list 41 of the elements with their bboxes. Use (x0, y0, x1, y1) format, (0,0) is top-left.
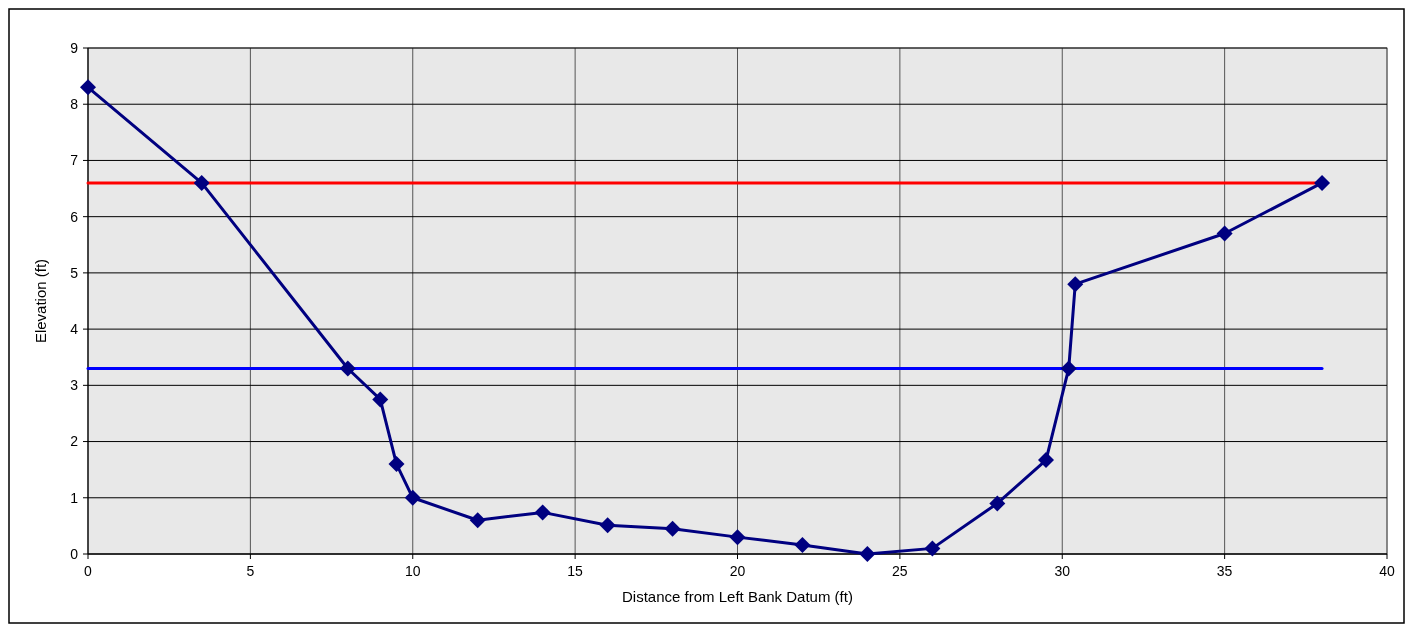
point (664, 520, 681, 537)
point (339, 360, 356, 377)
point (534, 504, 551, 521)
y-tick-label: 6 (70, 208, 79, 225)
point (1314, 174, 1331, 191)
y-tick-label: 9 (70, 39, 79, 56)
point (989, 495, 1006, 512)
y-tick-label: 3 (70, 377, 79, 394)
point (372, 391, 389, 408)
point (1060, 360, 1077, 377)
point (859, 546, 876, 562)
point (404, 489, 421, 506)
point (388, 456, 405, 473)
point (1038, 452, 1055, 469)
x-axis-title: Distance from Left Bank Datum (ft) (622, 588, 853, 605)
y-tick-label: 8 (70, 96, 79, 113)
point (469, 512, 486, 529)
y-tick-label: 7 (70, 152, 79, 169)
x-tick-label: 30 (1054, 563, 1071, 579)
x-tick-label: 0 (84, 563, 93, 579)
point (80, 79, 96, 96)
point (1067, 276, 1084, 293)
point (599, 517, 616, 534)
point (729, 529, 746, 546)
point (1216, 225, 1233, 242)
y-tick-label: 2 (70, 433, 79, 450)
y-tick-label: 0 (70, 545, 79, 562)
x-tick-label: 10 (404, 563, 421, 579)
x-tick-label: 25 (892, 563, 908, 579)
x-tick-label: 35 (1216, 563, 1233, 579)
x-tick-label: 5 (246, 563, 255, 579)
x-tick-label: 20 (729, 563, 746, 579)
x-tick-label: 15 (567, 563, 584, 579)
x-tick-label: 40 (1379, 563, 1395, 579)
point (794, 537, 811, 553)
y-tick-label: 5 (70, 264, 79, 281)
y-tick-label: 1 (70, 489, 79, 506)
y-axis-title: Elevation (ft) (32, 258, 49, 344)
point (924, 540, 941, 557)
y-tick-label: 4 (70, 321, 79, 338)
point (193, 174, 210, 191)
